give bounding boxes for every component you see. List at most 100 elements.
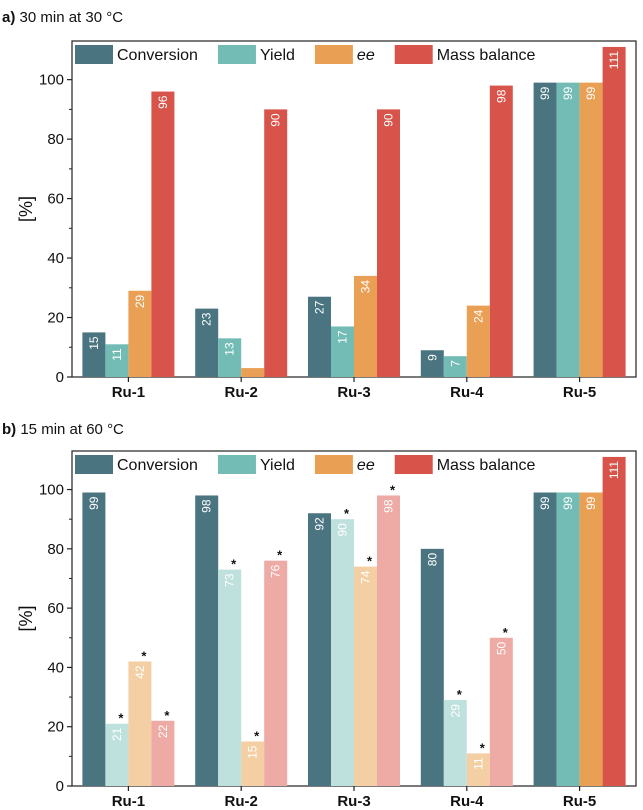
panel-a-data-label: 23 [200, 312, 214, 326]
panel-b-data-label: 99 [87, 496, 101, 510]
panel-a-bar-mass-balance [489, 85, 513, 377]
panel-a-data-label: 111 [607, 51, 621, 70]
panel-a-data-label: 99 [584, 86, 598, 100]
panel-b-bar-yield [556, 492, 580, 786]
panel-a-y-tick-label: 40 [47, 250, 64, 267]
panel-b-data-label: 98 [200, 499, 214, 513]
panel-a-bar-mass-balance [264, 109, 288, 378]
panel-a-data-label: 13 [223, 342, 237, 356]
panel-b-y-tick-label: 80 [47, 541, 64, 558]
panel-b-significance-mark: * [277, 548, 283, 563]
panel-b-significance-mark: * [254, 729, 260, 744]
panel-a-data-label: 15 [87, 336, 101, 350]
panel-a-y-tick-label: 0 [56, 369, 64, 386]
panel-b-data-label: 21 [110, 727, 124, 741]
panel-b-legend-swatch [217, 455, 256, 474]
panel-a-bar-ee [354, 275, 377, 377]
panel-b-significance-mark: * [367, 554, 373, 569]
panel-a-bar-conversion [82, 332, 106, 377]
panel-a-category-label: Ru-4 [450, 384, 484, 401]
panel-b-bar-ee [354, 566, 377, 786]
panel-b-y-tick-label: 0 [56, 778, 64, 795]
panel-a-bar-yield [218, 338, 242, 377]
panel-b-y-axis-title: [%] [16, 605, 36, 631]
panel-a-category-label: Ru-3 [337, 384, 370, 401]
panel-a-y-tick-label: 60 [47, 191, 64, 208]
panel-a-condition: 30 min at 30 °C [19, 9, 124, 26]
panel-b-data-label: 111 [607, 461, 621, 480]
panel-b-bar-mass-balance [602, 456, 626, 786]
panel-b-category-label: Ru-3 [337, 793, 370, 810]
panel-b-data-label: 11 [471, 757, 485, 770]
panel-a-legend-label: Mass balance [437, 47, 536, 64]
panel-a-bar-yield [331, 326, 354, 377]
panel-a-category-label: Ru-5 [563, 384, 596, 401]
chart-panel-a: 0 20 40 60 80 100 [%] Ru-1 15 11 29 96 Ru-2 23 13 90 Ru-… [16, 40, 637, 401]
panel-b-bar-ee [466, 753, 490, 786]
panel-b-bar-conversion [420, 548, 444, 786]
panel-a-bar-conversion [308, 296, 331, 377]
panel-a-legend-swatch [314, 45, 353, 64]
panel-b-data-label: 80 [425, 553, 439, 567]
panel-b-y-tick-label: 100 [39, 482, 64, 499]
panel-b-data-label: 98 [382, 499, 396, 513]
panel-b-significance-mark: * [503, 625, 509, 640]
panel-a-category-label: Ru-2 [225, 384, 258, 401]
panel-a-data-label: 98 [494, 89, 508, 103]
panel-b-data-label: 29 [448, 704, 462, 718]
panel-a-y-axis-title: [%] [16, 196, 36, 222]
panel-b-bar-yield [105, 723, 129, 786]
panel-b-data-label: 22 [156, 724, 170, 738]
panel-a-data-label: 17 [336, 330, 350, 344]
panel-b-legend-label: Conversion [117, 457, 198, 474]
panel-b-data-label: 99 [561, 496, 575, 510]
panel-a-bar-yield [443, 356, 467, 377]
panel-a-title: a) 30 min at 30 °C [2, 9, 123, 26]
panel-b-data-label: 15 [246, 745, 260, 759]
panel-b-data-label: 76 [269, 564, 283, 578]
panel-a-data-label: 99 [538, 86, 552, 100]
panel-b-legend-label: ee [357, 457, 375, 474]
panel-a-legend-swatch [75, 45, 113, 64]
panel-b-bar-mass-balance [377, 495, 400, 786]
panel-b-bar-conversion [195, 495, 219, 786]
panel-a-data-label: 7 [448, 360, 462, 367]
panel-b-bar-yield [443, 700, 467, 786]
panel-b-y-tick-label: 60 [47, 600, 64, 617]
panel-a-bar-mass-balance [151, 91, 175, 377]
panel-b-bar-mass-balance [151, 720, 175, 786]
panel-b-bar-mass-balance [489, 637, 513, 786]
panel-a-data-label: 99 [561, 86, 575, 100]
panel-b-data-label: 92 [313, 517, 327, 531]
panel-a-legend-label: Conversion [117, 47, 198, 64]
panel-b-significance-mark: * [231, 557, 237, 572]
panel-a-data-label: 9 [425, 354, 439, 361]
panel-b-significance-mark: * [457, 687, 463, 702]
panel-b-category-label: Ru-2 [225, 793, 258, 810]
panel-a-data-label: 24 [471, 309, 485, 323]
panel-a-letter: a) [2, 9, 16, 26]
panel-b-significance-mark: * [390, 482, 396, 497]
panel-b-bar-ee [579, 492, 603, 786]
panel-b-legend-swatch [75, 455, 113, 474]
panel-a-y-tick-label: 20 [47, 310, 64, 327]
panel-b-data-label: 73 [223, 573, 237, 587]
panel-b-data-label: 90 [336, 523, 350, 537]
panel-b-bar-conversion [308, 513, 331, 786]
panel-b-category-label: Ru-4 [450, 793, 484, 810]
panel-b-bar-ee [241, 741, 265, 786]
panel-b-data-label: 50 [494, 641, 508, 655]
panel-b-bar-yield [218, 569, 242, 786]
panel-b-significance-mark: * [480, 740, 486, 755]
panel-a-data-label: 29 [133, 294, 147, 308]
panel-b-category-label: Ru-5 [563, 793, 596, 810]
panel-b-bar-conversion [82, 492, 106, 786]
panel-a-data-label: 90 [382, 113, 396, 127]
panel-b-title: b) 15 min at 60 °C [2, 421, 124, 438]
panel-b-y-tick-label: 20 [47, 719, 64, 736]
panel-a-bar-ee [466, 305, 490, 377]
panel-a-bar-ee [241, 368, 265, 377]
panel-a-bar-conversion [420, 350, 444, 377]
panel-b-legend-swatch [314, 455, 353, 474]
